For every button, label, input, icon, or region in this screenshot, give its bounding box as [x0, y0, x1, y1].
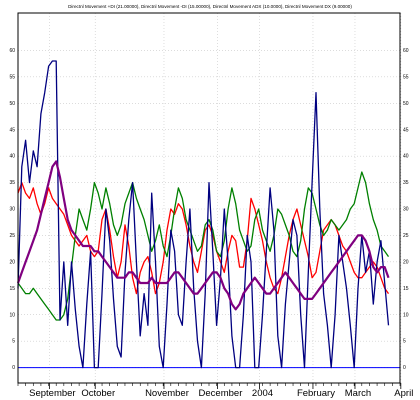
y-tick-label-left: 50: [9, 101, 15, 107]
x-tick-label: November: [145, 388, 189, 399]
y-tick-label-right: 35: [403, 180, 409, 186]
x-axis: September October November December 2004 Febr…: [17, 382, 413, 399]
y-tick-label-left: 45: [9, 127, 15, 133]
y-tick-label-right: 10: [403, 312, 409, 318]
y-tick-label-left: 0: [12, 365, 15, 371]
y-tick-label-left: 60: [9, 48, 15, 54]
y-tick-label-left: 5: [12, 339, 15, 345]
y-tick-label-right: 45: [403, 127, 409, 133]
y-tick-label-right: 40: [403, 154, 409, 160]
y-tick-label-right: 55: [403, 74, 409, 80]
y-axis-right: 0 5 10 15 20 25 30 35 40 45 50 55 60: [403, 48, 409, 371]
y-tick-label-left: 40: [9, 154, 15, 160]
x-tick-label: December: [199, 388, 243, 399]
y-tick-label-left: 10: [9, 312, 15, 318]
y-tick-label-left: 55: [9, 74, 15, 80]
x-tick-label: March: [345, 388, 371, 399]
y-tick-label-left: 20: [9, 259, 15, 265]
x-tick-label: April: [394, 388, 413, 399]
y-tick-label-right: 60: [403, 48, 409, 54]
x-tick-label: 2004: [252, 388, 273, 399]
y-tick-label-left: 35: [9, 180, 15, 186]
x-tick-label: October: [81, 388, 115, 399]
y-tick-label-left: 30: [9, 207, 15, 213]
chart-title: Directnl Movement +DI (21.00000), Direct…: [68, 4, 352, 9]
x-tick-label: September: [29, 388, 75, 399]
series-line-4: [16, 160, 390, 311]
series-line-1: [17, 181, 390, 295]
y-tick-label-right: 50: [403, 101, 409, 107]
series-line-2: [17, 171, 390, 321]
y-tick-label-right: 0: [403, 365, 406, 371]
y-tick-label-right: 25: [403, 233, 409, 239]
y-tick-label-right: 20: [403, 259, 409, 265]
plot-frame: [17, 12, 401, 384]
y-axis-left: 0 5 10 15 20 25 30 35 40 45 50 55 60: [9, 48, 15, 371]
series-line-3: [17, 60, 390, 369]
y-tick-label-left: 25: [9, 233, 15, 239]
y-tick-label-right: 15: [403, 286, 409, 292]
series-group: [16, 60, 390, 369]
y-tick-label-right: 5: [403, 339, 406, 345]
y-tick-label-left: 15: [9, 286, 15, 292]
x-tick-label: February: [297, 388, 335, 399]
y-tick-label-right: 30: [403, 207, 409, 213]
